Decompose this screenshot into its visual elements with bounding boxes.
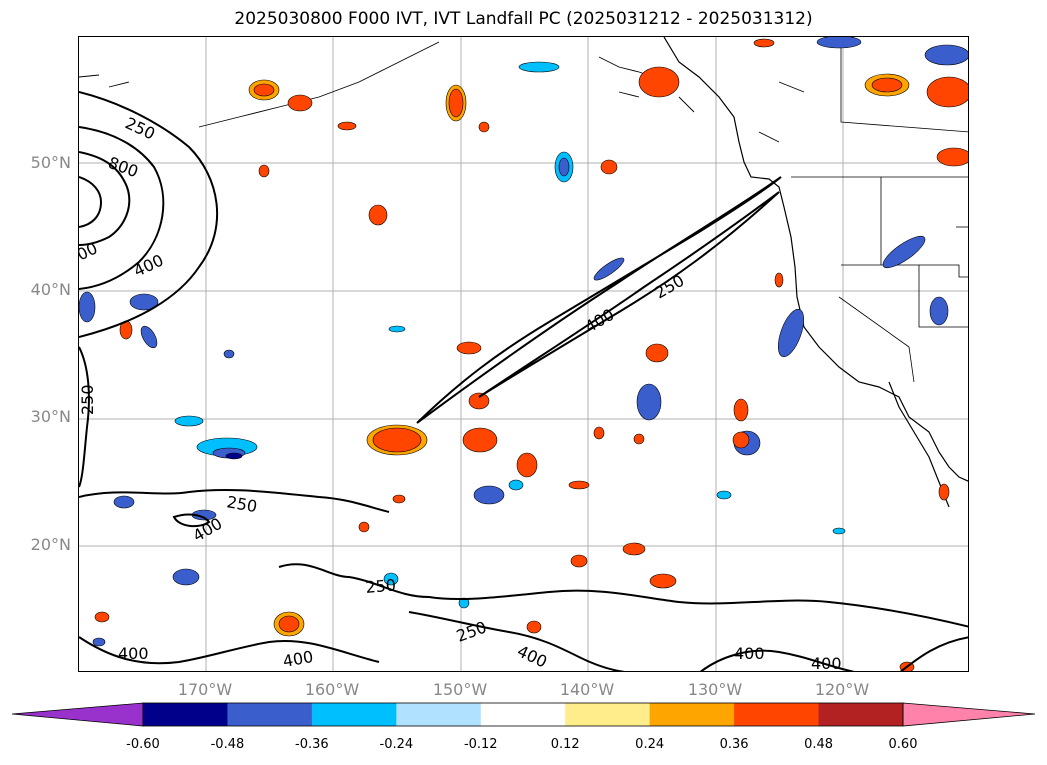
- colorbar-segment: [311, 703, 397, 726]
- map-title: 2025030800 F000 IVT, IVT Landfall PC (20…: [234, 9, 813, 29]
- contour-label: 400: [118, 644, 149, 663]
- coastlines: [79, 37, 968, 508]
- contour-labels: 250 800 400 400 250 250 400 250 400 250 …: [79, 113, 842, 672]
- colorbar-tick-label: 0.36: [719, 737, 749, 752]
- contour-label: 250: [365, 575, 397, 597]
- colorbar-tick-label: 0.12: [550, 737, 580, 752]
- lon-label-160w: 160°W: [304, 680, 360, 699]
- lat-label-40n: 40°N: [30, 280, 71, 299]
- contour-label: 250: [122, 113, 158, 143]
- positive-ivt-patches: [94, 38, 968, 671]
- lon-label-130w: 130°W: [687, 680, 743, 699]
- colorbar-tick-label: 0.48: [804, 737, 834, 752]
- colorbar-segment: [565, 703, 651, 726]
- colorbar-segment: [143, 703, 228, 726]
- colorbar: [11, 702, 1036, 727]
- lat-label-50n: 50°N: [30, 153, 71, 172]
- lat-label-20n: 20°N: [30, 535, 71, 554]
- lon-label-140w: 140°W: [559, 680, 615, 699]
- ivt-map: 250 800 400 400 250 250 400 250 400 250 …: [79, 37, 968, 672]
- gridlines: [79, 37, 968, 671]
- contour-label: 250: [225, 492, 258, 516]
- colorbar-segment: [734, 703, 820, 726]
- ivt-contours: [79, 91, 968, 671]
- colorbar-tick-label: 0.24: [635, 737, 665, 752]
- colorbar-tick-label: -0.12: [463, 737, 498, 752]
- colorbar-tick-label: -0.36: [295, 737, 329, 752]
- borders: [791, 37, 968, 383]
- lon-label-120w: 120°W: [814, 680, 870, 699]
- colorbar-tick-label: -0.60: [126, 737, 160, 752]
- contour-label: 400: [79, 238, 100, 268]
- colorbar-segment: [227, 703, 313, 726]
- contour-label: 250: [79, 384, 97, 415]
- contour-label: 250: [652, 271, 688, 303]
- colorbar-tick-label: -0.24: [379, 737, 414, 752]
- colorbar-segment: [480, 703, 566, 726]
- contour-label: 400: [514, 641, 550, 671]
- negative-ivt-patches: [79, 37, 968, 647]
- lat-label-30n: 30°N: [30, 407, 71, 426]
- contour-label: 400: [811, 654, 842, 672]
- colorbar-segments: [12, 703, 1035, 726]
- contour-label: 800: [106, 153, 141, 181]
- colorbar-extend-max: [903, 703, 1035, 726]
- colorbar-segment: [818, 703, 904, 726]
- contour-label: 400: [734, 644, 765, 663]
- colorbar-tick-label: -0.48: [210, 737, 245, 752]
- map-panel: 250 800 400 400 250 250 400 250 400 250 …: [78, 36, 969, 672]
- contour-label: 400: [131, 250, 167, 280]
- colorbar-extend-min: [12, 703, 143, 726]
- colorbar-segment: [396, 703, 482, 726]
- colorbar-segment: [649, 703, 735, 726]
- contour-label: 400: [281, 647, 314, 671]
- lon-label-170w: 170°W: [177, 680, 233, 699]
- lon-label-150w: 150°W: [432, 680, 488, 699]
- colorbar-tick-label: 0.60: [888, 737, 918, 752]
